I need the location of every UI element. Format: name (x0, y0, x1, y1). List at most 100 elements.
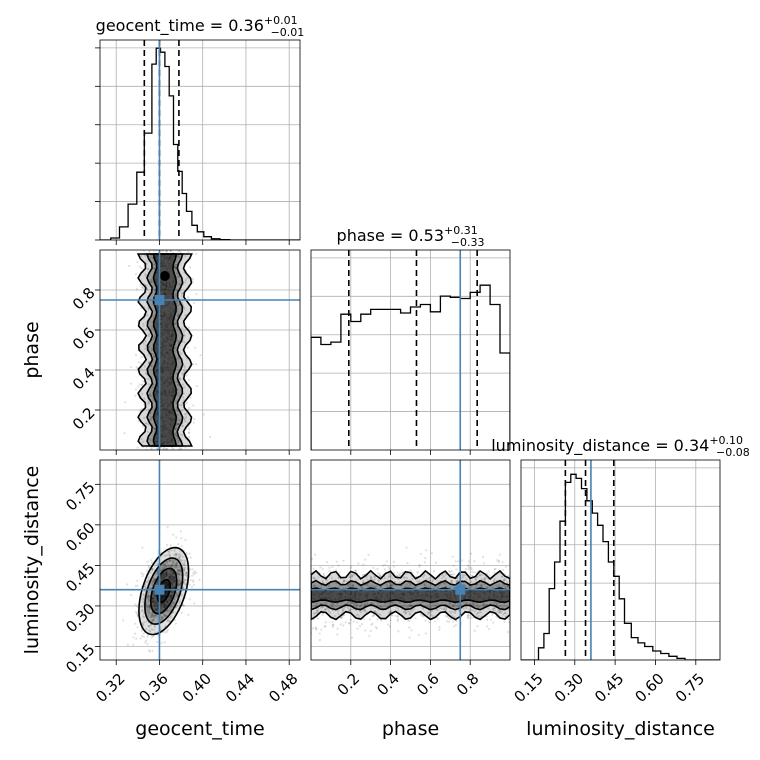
sample-point (151, 615, 154, 618)
title-plus: +0.01 (264, 14, 298, 27)
sample-point (436, 602, 440, 606)
sample-point (503, 579, 506, 582)
sample-point (180, 537, 183, 540)
sample-point (473, 603, 476, 606)
truth-point (154, 584, 165, 595)
sample-point (164, 250, 167, 253)
sample-point (452, 604, 455, 607)
sample-point (145, 327, 148, 330)
sample-point (181, 425, 184, 428)
sample-point (176, 418, 180, 421)
sample-point (321, 606, 324, 609)
sample-point (471, 609, 474, 612)
sample-point (150, 446, 153, 449)
truth-panel-2-0 (100, 460, 300, 660)
sample-point (476, 625, 479, 628)
sample-point (136, 446, 139, 449)
sample-point (176, 313, 179, 316)
sample-point (134, 622, 137, 625)
sample-point (486, 572, 489, 575)
sample-point (506, 630, 509, 634)
sample-point (171, 559, 174, 562)
sample-point (151, 597, 154, 600)
sample-point (174, 579, 177, 583)
sample-point (323, 574, 326, 577)
sample-point (409, 603, 412, 606)
sample-point (169, 575, 172, 578)
sample-point (169, 595, 172, 598)
sample-point (450, 569, 453, 573)
sample-point (147, 400, 150, 403)
sample-point (449, 570, 452, 573)
sample-point (141, 609, 144, 613)
sample-point (152, 358, 155, 361)
sample-point (388, 584, 391, 587)
sample-point (154, 600, 158, 603)
sample-point (146, 594, 149, 597)
sample-point (155, 602, 158, 605)
sample-point (160, 565, 163, 569)
sample-point (386, 605, 389, 608)
sample-point (149, 615, 152, 619)
sample-point (153, 600, 156, 603)
sample-point (168, 576, 171, 579)
sample-point (164, 604, 167, 607)
sample-point (416, 572, 419, 575)
sample-point (148, 625, 151, 629)
sample-point (453, 573, 456, 576)
sample-point (414, 617, 417, 620)
sample-point (146, 268, 150, 271)
sample-point (177, 602, 180, 605)
sample-point (144, 641, 147, 644)
sample-point (141, 605, 144, 608)
sample-point (174, 581, 177, 584)
sample-point (157, 607, 160, 610)
sample-point (149, 571, 152, 574)
sample-point (142, 601, 145, 604)
sample-point (449, 618, 452, 621)
sample-point (397, 609, 400, 612)
sample-point (483, 603, 486, 606)
sample-point (165, 560, 168, 563)
sample-point (150, 583, 153, 586)
sample-point (166, 574, 169, 577)
sample-point (468, 587, 471, 590)
sample-point (176, 305, 179, 308)
sample-point (342, 607, 346, 610)
sample-point (172, 603, 175, 606)
sample-point (181, 372, 184, 375)
sample-point (168, 554, 172, 558)
sample-point (153, 577, 156, 581)
sample-point (140, 598, 144, 601)
truth-point (455, 584, 466, 595)
sample-point (169, 569, 172, 572)
sample-point (388, 568, 391, 572)
sample-point (176, 570, 179, 573)
sample-point (173, 322, 176, 325)
sample-point (174, 263, 177, 267)
sample-point (437, 584, 441, 587)
sample-point (504, 612, 507, 615)
sample-point (186, 276, 189, 280)
truth-panel-2-1 (311, 460, 510, 660)
x-tick-label: 0.75 (672, 670, 708, 706)
sample-point (170, 580, 173, 583)
sample-point (134, 611, 138, 614)
sample-point (192, 579, 195, 582)
sample-point (471, 570, 474, 574)
sample-point (176, 594, 179, 597)
sample-point (366, 602, 369, 606)
sample-point (192, 421, 195, 424)
sample-point (169, 250, 173, 253)
sample-point (353, 603, 356, 607)
sample-point (165, 543, 169, 547)
sample-point (183, 364, 186, 367)
sample-point (174, 565, 177, 568)
sample-point (183, 307, 186, 310)
sample-point (353, 573, 356, 576)
sample-point (408, 613, 411, 616)
sample-point (394, 600, 397, 603)
sample-point (377, 580, 380, 583)
sample-point (471, 603, 474, 606)
sample-point (162, 614, 166, 617)
